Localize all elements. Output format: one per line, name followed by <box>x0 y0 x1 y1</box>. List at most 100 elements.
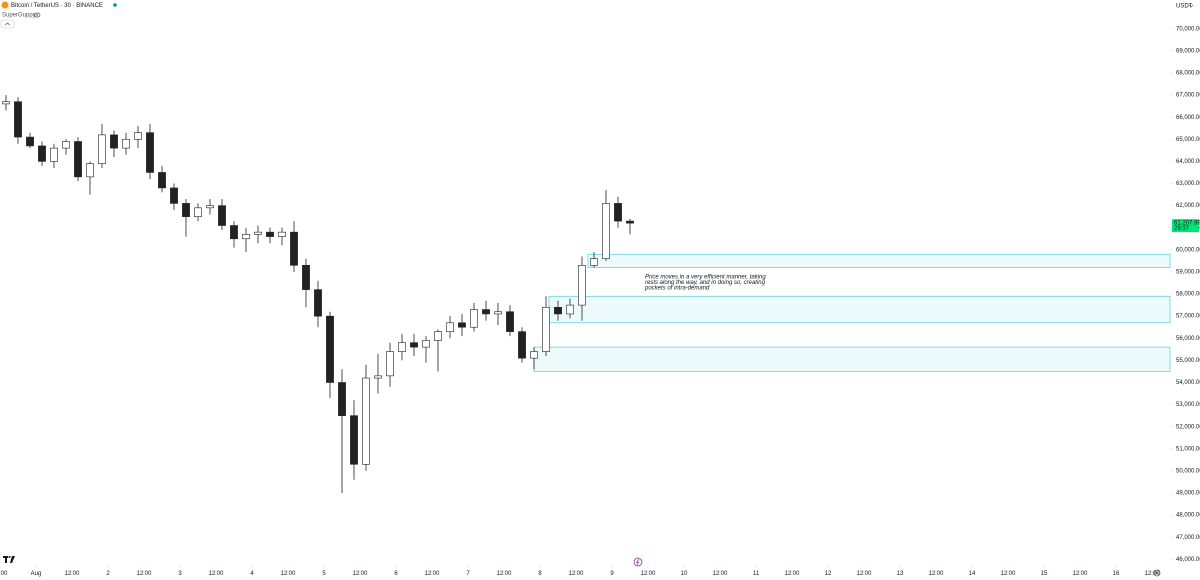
candle-body <box>614 203 622 222</box>
last-price-label: 61,207.99 <box>1174 221 1200 227</box>
candle-body <box>506 311 514 332</box>
x-tick-label: 12:00 <box>1072 571 1088 577</box>
y-tick-label: 47,000.00 <box>1176 535 1200 541</box>
candle-body <box>86 163 94 178</box>
x-tick-label: 12:00 <box>496 571 512 577</box>
x-tick-label: 12:00 <box>0 571 8 577</box>
tradingview-logo[interactable] <box>3 556 15 563</box>
alert-icon[interactable] <box>633 557 643 567</box>
x-tick-label: 12:00 <box>1000 571 1016 577</box>
candle-body <box>170 187 178 204</box>
candle-body <box>314 289 322 317</box>
candle-body <box>218 205 226 226</box>
y-tick-label: 67,000.00 <box>1176 93 1200 99</box>
x-tick-label: 12:00 <box>784 571 800 577</box>
candle-body <box>590 258 598 266</box>
x-tick-label: 8 <box>538 571 542 577</box>
annotation-text: Price moves in a very efficient manner, … <box>645 275 766 281</box>
x-tick-label: 12:00 <box>568 571 584 577</box>
indicator-label[interactable]: SuperGuppy <box>2 13 36 19</box>
x-tick-label: 12:00 <box>136 571 152 577</box>
candle-body <box>266 231 274 237</box>
candle-body <box>194 207 202 217</box>
x-tick-label: 6 <box>394 571 398 577</box>
candle-body <box>434 331 442 341</box>
candle-body <box>386 351 394 377</box>
x-tick-label: 13 <box>897 571 904 577</box>
y-tick-label: 51,000.00 <box>1176 446 1200 452</box>
candle-body <box>566 304 574 315</box>
candle-body <box>50 147 58 162</box>
candle-body <box>2 101 10 105</box>
candle-body <box>146 132 154 173</box>
x-tick-label: 2 <box>106 571 110 577</box>
y-tick-label: 50,000.00 <box>1176 469 1200 475</box>
x-tick-label: 16 <box>1113 571 1120 577</box>
candle-body <box>494 311 502 315</box>
annotation-text: pockets of intra-demand <box>644 286 710 292</box>
candle-body <box>230 225 238 240</box>
y-tick-label: 60,000.00 <box>1176 247 1200 253</box>
x-tick-label: 9 <box>610 571 614 577</box>
x-tick-label: 12:00 <box>856 571 872 577</box>
candle-body <box>470 309 478 328</box>
plot-area <box>2 95 1171 494</box>
chart-title[interactable]: Bitcoin / TetherUS · 30 · BINANCE <box>11 3 103 9</box>
x-tick-label: 11 <box>753 571 760 577</box>
currency-label[interactable]: USDT <box>1176 4 1193 10</box>
candle-body <box>518 331 526 359</box>
x-tick-label: 12:00 <box>208 571 224 577</box>
candle-body <box>134 132 142 140</box>
candle-body <box>326 315 334 383</box>
candle-body <box>482 309 490 315</box>
x-tick-label: 12:00 <box>352 571 368 577</box>
candle-body <box>62 141 70 149</box>
candle-body <box>110 134 118 149</box>
y-tick-label: 70,000.00 <box>1176 26 1200 32</box>
candle-body <box>254 231 262 235</box>
candle-body <box>602 203 610 259</box>
status-dot <box>113 3 117 7</box>
settings-icon[interactable] <box>1153 569 1161 577</box>
candle-body <box>98 134 106 164</box>
collapse-button[interactable] <box>0 19 15 29</box>
x-tick-label: 3 <box>178 571 182 577</box>
y-tick-label: 54,000.00 <box>1176 380 1200 386</box>
y-tick-label: 69,000.00 <box>1176 48 1200 54</box>
candle-body <box>422 340 430 348</box>
x-tick-label: 12:00 <box>640 571 656 577</box>
candle-body <box>374 375 382 379</box>
candle-body <box>38 145 46 162</box>
demand-zone <box>533 346 1171 372</box>
candle-body <box>530 351 538 359</box>
x-tick-label: 10 <box>681 571 688 577</box>
y-tick-label: 52,000.00 <box>1176 424 1200 430</box>
y-tick-label: 62,000.00 <box>1176 203 1200 209</box>
y-tick-label: 49,000.00 <box>1176 491 1200 497</box>
y-tick-label: 53,000.00 <box>1176 402 1200 408</box>
y-tick-label: 46,000.00 <box>1176 557 1200 563</box>
candle-body <box>290 231 298 266</box>
collapse-icon <box>4 22 11 26</box>
candle-body <box>302 265 310 290</box>
visibility-icon[interactable] <box>33 12 41 18</box>
candle-body <box>206 205 214 209</box>
x-tick-label: 12 <box>825 571 832 577</box>
symbol-icon <box>1 1 9 9</box>
countdown-label: 29:37 <box>1174 226 1190 232</box>
y-tick-label: 64,000.00 <box>1176 159 1200 165</box>
candle-body <box>578 265 586 306</box>
candle-body <box>362 377 370 465</box>
candle-body <box>158 172 166 189</box>
x-tick-label: 12:00 <box>64 571 80 577</box>
y-tick-label: 58,000.00 <box>1176 292 1200 298</box>
demand-zone <box>587 253 1171 268</box>
candle-body <box>242 234 250 240</box>
y-tick-label: 48,000.00 <box>1176 513 1200 519</box>
x-tick-label: Aug <box>31 571 42 577</box>
x-tick-label: 12:00 <box>928 571 944 577</box>
candle-body <box>122 138 130 149</box>
x-tick-label: 12:00 <box>712 571 728 577</box>
